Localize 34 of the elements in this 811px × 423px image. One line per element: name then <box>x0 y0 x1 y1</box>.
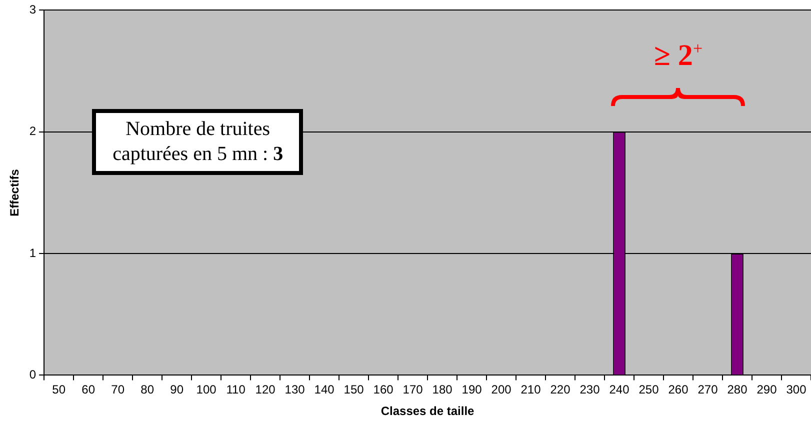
x-tick-label: 220 <box>550 382 571 397</box>
y-tick-label: 2 <box>29 124 36 138</box>
y-tick-label: 1 <box>29 246 36 260</box>
x-tick-label: 80 <box>140 382 154 397</box>
x-tick-label: 50 <box>52 382 66 397</box>
x-axis-title: Classes de taille <box>380 404 475 418</box>
x-tick-label: 290 <box>756 382 778 397</box>
x-tick-label: 280 <box>727 382 748 397</box>
x-tick-label: 60 <box>82 382 96 397</box>
x-tick-label: 160 <box>373 382 394 397</box>
x-tick-label: 200 <box>491 382 512 397</box>
x-tick-label: 90 <box>170 382 184 397</box>
x-tick-label: 300 <box>786 382 807 397</box>
x-tick-label: 110 <box>226 382 246 397</box>
annotation: Nombre de truites capturées en 5 mn : 3 <box>92 108 304 175</box>
x-tick-label: 150 <box>344 382 364 397</box>
x-tick-label: 210 <box>520 382 542 397</box>
x-tick-label: 170 <box>402 382 424 397</box>
x-tick-label: 250 <box>638 382 660 397</box>
y-tick-label: 3 <box>29 2 36 17</box>
x-tick-label: 190 <box>462 382 482 397</box>
x-tick-label: 120 <box>255 382 276 397</box>
annotation: ≥ 2$^{+}$ <box>654 38 703 72</box>
x-tick-label: 260 <box>668 382 689 397</box>
x-tick-label: 230 <box>580 382 600 397</box>
x-tick-label: 240 <box>609 382 630 397</box>
x-tick-label: 140 <box>314 382 335 397</box>
x-tick-label: 130 <box>284 382 306 397</box>
y-axis-title: Effectifs <box>8 168 22 216</box>
y-tick-label: 0 <box>29 368 36 382</box>
x-tick-label: 70 <box>111 382 125 397</box>
x-tick-label: 180 <box>432 382 453 397</box>
x-tick-label: 270 <box>698 382 718 397</box>
x-tick-label: 100 <box>196 382 217 397</box>
